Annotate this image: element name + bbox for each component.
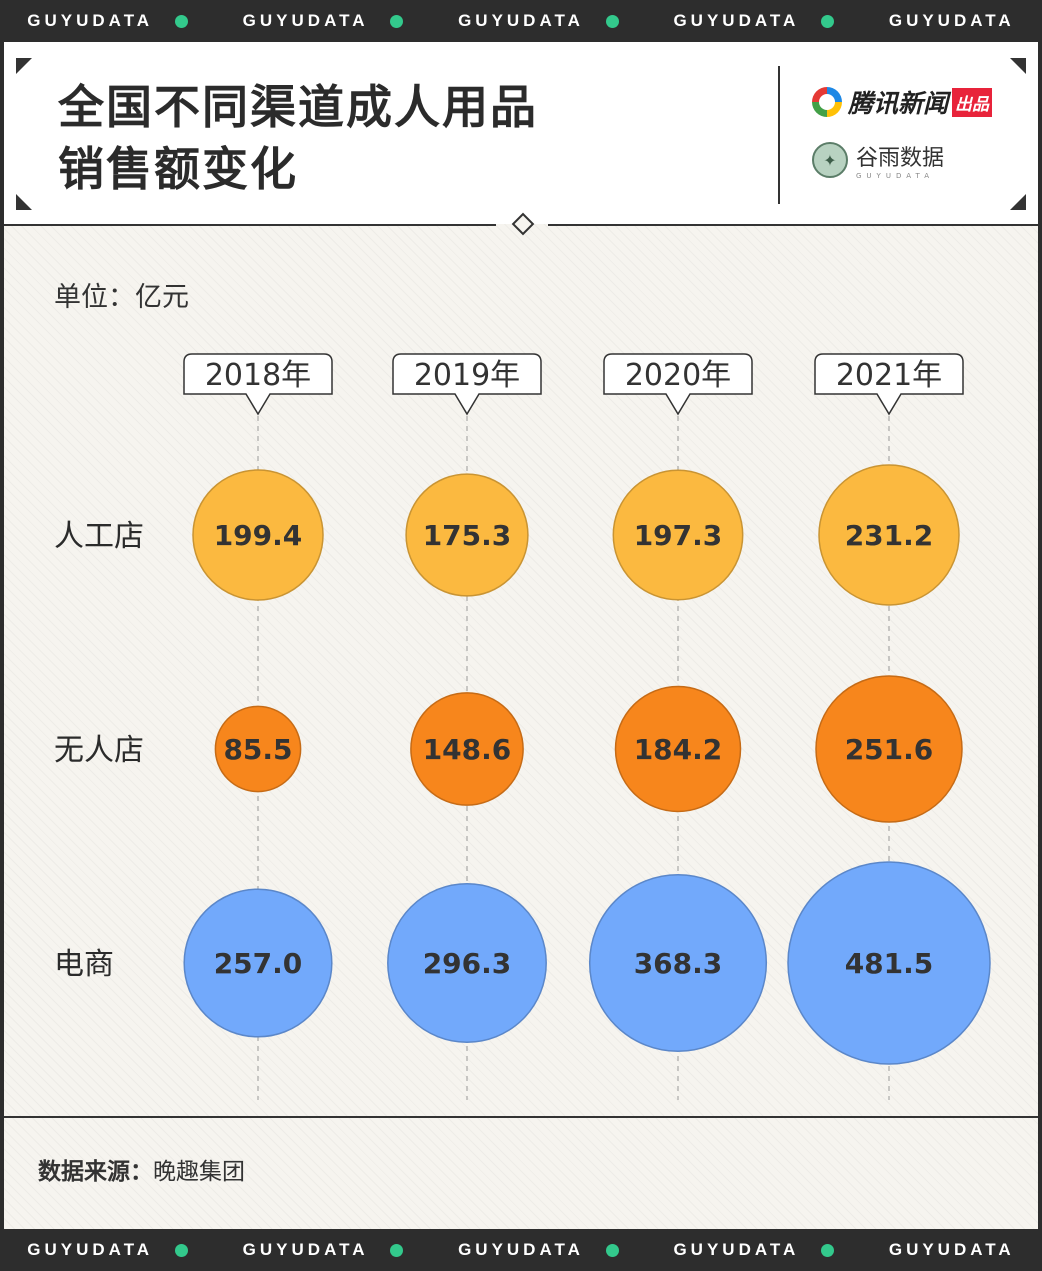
- corner-mark-icon: [1010, 194, 1026, 210]
- corner-mark-icon: [16, 58, 32, 74]
- footer-rule: [4, 1116, 1038, 1118]
- band-dot-icon: [821, 1243, 835, 1257]
- bubble: [818, 464, 960, 606]
- bubble-value-label: 296.3: [423, 947, 512, 980]
- brand2-name: 谷雨数据: [856, 146, 945, 171]
- infographic-panel: 全国不同渠道成人用品 销售额变化 腾讯新闻 出品 ✦ 谷雨数据 GUYUDATA…: [4, 42, 1038, 1229]
- bird-icon: ✦: [812, 142, 848, 178]
- band-segment: GUYUDATA: [458, 11, 619, 31]
- band-text: GUYUDATA: [673, 11, 800, 30]
- bubble-value-label: 148.6: [423, 733, 512, 766]
- band-dot-icon: [390, 14, 404, 28]
- header: 全国不同渠道成人用品 销售额变化 腾讯新闻 出品 ✦ 谷雨数据 GUYUDATA: [4, 42, 1038, 224]
- bubble-value-label: 197.3: [634, 519, 723, 552]
- brand2-sub: GUYUDATA: [856, 172, 934, 180]
- page-title: 全国不同渠道成人用品 销售额变化: [58, 76, 538, 200]
- title-line-2: 销售额变化: [58, 142, 298, 196]
- band-text: GUYUDATA: [458, 11, 584, 30]
- guyu-data-logo: ✦ 谷雨数据 GUYUDATA: [812, 138, 944, 182]
- brand1-tag: 出品: [952, 87, 993, 117]
- title-line-1: 全国不同渠道成人用品: [58, 80, 538, 134]
- band-dot-icon: [390, 1243, 404, 1257]
- bubble-value-label: 251.6: [845, 733, 934, 766]
- header-rule-left: [4, 224, 496, 226]
- row-label: 电商: [54, 947, 114, 982]
- bubble: [614, 685, 742, 813]
- bubble: [787, 861, 991, 1065]
- band-segment: GUYUDATA: [673, 1240, 835, 1260]
- year-tab-label: 2020年: [625, 358, 731, 393]
- header-rule-right: [548, 224, 1038, 226]
- brand2-text: 谷雨数据 GUYUDATA: [856, 140, 944, 180]
- band-dot-icon: [605, 14, 619, 28]
- bubble: [192, 469, 324, 601]
- band-text: GUYUDATA: [27, 1240, 154, 1259]
- bottom-brand-band: GUYUDATA GUYUDATA GUYUDATA GUYUDATA GUYU…: [0, 1229, 1042, 1271]
- source-note: 数据来源：晚趣集团: [38, 1152, 245, 1186]
- band-segment: GUYUDATA: [673, 11, 835, 31]
- row-label: 人工店: [54, 519, 144, 554]
- bubble: [612, 469, 744, 601]
- bubble-value-label: 184.2: [634, 733, 723, 766]
- band-segment: GUYUDATA: [889, 11, 1015, 31]
- band-dot-icon: [821, 14, 835, 28]
- year-tab: [183, 353, 333, 416]
- corner-mark-icon: [1010, 58, 1026, 74]
- bubble: [588, 873, 768, 1053]
- year-tab: [392, 353, 542, 416]
- band-dot-icon: [175, 1243, 189, 1257]
- corner-mark-icon: [16, 194, 32, 210]
- year-tab-label: 2018年: [205, 358, 311, 393]
- source-key: 数据来源：: [38, 1159, 153, 1185]
- band-text: GUYUDATA: [888, 11, 1015, 30]
- band-text: GUYUDATA: [27, 11, 154, 30]
- bubble: [183, 888, 333, 1038]
- bubble-value-label: 175.3: [423, 519, 512, 552]
- band-segment: GUYUDATA: [27, 1240, 189, 1260]
- bubble: [410, 692, 524, 806]
- band-segment: GUYUDATA: [243, 1240, 404, 1260]
- bubble-value-label: 257.0: [214, 947, 303, 980]
- unit-label: 单位：亿元: [54, 282, 189, 313]
- band-segment: GUYUDATA: [889, 1240, 1015, 1260]
- band-text: GUYUDATA: [888, 1240, 1015, 1259]
- bubble: [405, 473, 529, 597]
- band-text: GUYUDATA: [458, 1240, 584, 1259]
- bubble: [214, 705, 302, 793]
- bubble-value-label: 481.5: [845, 947, 934, 980]
- tencent-news-icon: [812, 87, 842, 117]
- band-dot-icon: [605, 1243, 619, 1257]
- bubble-value-label: 199.4: [214, 519, 303, 552]
- year-tab: [603, 353, 753, 416]
- tencent-news-logo: 腾讯新闻 出品: [812, 84, 993, 120]
- band-segment: GUYUDATA: [243, 11, 404, 31]
- year-tab-label: 2021年: [836, 358, 942, 393]
- source-value: 晚趣集团: [153, 1159, 245, 1185]
- year-tab-label: 2019年: [414, 358, 520, 393]
- brand1-name: 腾讯新闻: [848, 89, 949, 118]
- band-text: GUYUDATA: [242, 1240, 369, 1259]
- bubble: [815, 675, 963, 823]
- top-brand-band: GUYUDATA GUYUDATA GUYUDATA GUYUDATA GUYU…: [0, 0, 1042, 42]
- row-label: 无人店: [54, 733, 144, 768]
- bubble-value-label: 368.3: [634, 947, 723, 980]
- bubble: [387, 883, 547, 1043]
- band-text: GUYUDATA: [242, 11, 369, 30]
- band-text: GUYUDATA: [673, 1240, 800, 1259]
- bubble-value-label: 231.2: [845, 519, 934, 552]
- band-segment: GUYUDATA: [458, 1240, 619, 1260]
- year-tab: [814, 353, 964, 416]
- band-segment: GUYUDATA: [27, 11, 189, 31]
- bubble-value-label: 85.5: [223, 733, 292, 766]
- band-dot-icon: [175, 14, 189, 28]
- header-divider: [778, 66, 780, 204]
